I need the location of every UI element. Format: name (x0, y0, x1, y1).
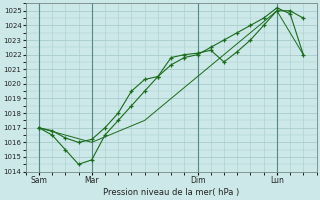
X-axis label: Pression niveau de la mer( hPa ): Pression niveau de la mer( hPa ) (103, 188, 239, 197)
